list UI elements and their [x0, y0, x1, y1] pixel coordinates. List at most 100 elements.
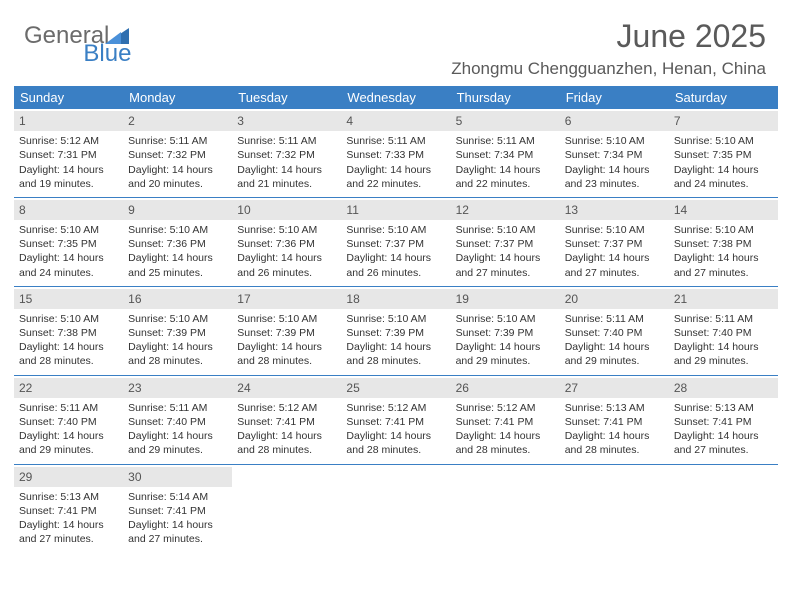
sunrise-line: Sunrise: 5:10 AM: [565, 134, 664, 148]
sunset-line: Sunset: 7:40 PM: [19, 415, 118, 429]
daylight-line: Daylight: 14 hours and 20 minutes.: [128, 163, 227, 191]
sunrise-line: Sunrise: 5:10 AM: [456, 312, 555, 326]
day-number: 21: [669, 289, 778, 309]
calendar-cell: 16Sunrise: 5:10 AMSunset: 7:39 PMDayligh…: [123, 287, 232, 375]
sunrise-line: Sunrise: 5:11 AM: [237, 134, 336, 148]
calendar-cell: 17Sunrise: 5:10 AMSunset: 7:39 PMDayligh…: [232, 287, 341, 375]
daylight-line: Daylight: 14 hours and 27 minutes.: [674, 251, 773, 279]
day-header: Tuesday: [232, 86, 341, 109]
sunset-line: Sunset: 7:37 PM: [565, 237, 664, 251]
calendar-cell: 13Sunrise: 5:10 AMSunset: 7:37 PMDayligh…: [560, 198, 669, 286]
sunrise-line: Sunrise: 5:10 AM: [674, 223, 773, 237]
sunset-line: Sunset: 7:34 PM: [456, 148, 555, 162]
daylight-line: Daylight: 14 hours and 24 minutes.: [674, 163, 773, 191]
sunset-line: Sunset: 7:40 PM: [128, 415, 227, 429]
day-header: Monday: [123, 86, 232, 109]
day-number: 27: [560, 378, 669, 398]
day-number: 28: [669, 378, 778, 398]
calendar-cell: 6Sunrise: 5:10 AMSunset: 7:34 PMDaylight…: [560, 109, 669, 197]
sunrise-line: Sunrise: 5:12 AM: [237, 401, 336, 415]
calendar-cell: 14Sunrise: 5:10 AMSunset: 7:38 PMDayligh…: [669, 198, 778, 286]
sunrise-line: Sunrise: 5:14 AM: [128, 490, 227, 504]
calendar-cell: 25Sunrise: 5:12 AMSunset: 7:41 PMDayligh…: [341, 376, 450, 464]
day-header: Saturday: [669, 86, 778, 109]
calendar-cell: 29Sunrise: 5:13 AMSunset: 7:41 PMDayligh…: [14, 465, 123, 553]
sunset-line: Sunset: 7:31 PM: [19, 148, 118, 162]
sunrise-line: Sunrise: 5:10 AM: [346, 312, 445, 326]
day-number: 2: [123, 111, 232, 131]
sunset-line: Sunset: 7:39 PM: [237, 326, 336, 340]
page-title: June 2025: [451, 18, 766, 55]
daylight-line: Daylight: 14 hours and 27 minutes.: [674, 429, 773, 457]
sunset-line: Sunset: 7:34 PM: [565, 148, 664, 162]
sunrise-line: Sunrise: 5:11 AM: [674, 312, 773, 326]
calendar-cell: 10Sunrise: 5:10 AMSunset: 7:36 PMDayligh…: [232, 198, 341, 286]
day-number: [232, 467, 341, 471]
day-number: 17: [232, 289, 341, 309]
day-number: [451, 467, 560, 471]
daylight-line: Daylight: 14 hours and 29 minutes.: [456, 340, 555, 368]
sunset-line: Sunset: 7:41 PM: [237, 415, 336, 429]
calendar-cell: 26Sunrise: 5:12 AMSunset: 7:41 PMDayligh…: [451, 376, 560, 464]
sunrise-line: Sunrise: 5:10 AM: [128, 223, 227, 237]
day-header: Thursday: [451, 86, 560, 109]
sunset-line: Sunset: 7:41 PM: [19, 504, 118, 518]
calendar-week: 15Sunrise: 5:10 AMSunset: 7:38 PMDayligh…: [14, 287, 778, 376]
daylight-line: Daylight: 14 hours and 27 minutes.: [456, 251, 555, 279]
day-number: 3: [232, 111, 341, 131]
day-number: 11: [341, 200, 450, 220]
sunrise-line: Sunrise: 5:10 AM: [456, 223, 555, 237]
sunrise-line: Sunrise: 5:10 AM: [19, 223, 118, 237]
calendar-cell: 7Sunrise: 5:10 AMSunset: 7:35 PMDaylight…: [669, 109, 778, 197]
day-number: 9: [123, 200, 232, 220]
sunset-line: Sunset: 7:41 PM: [565, 415, 664, 429]
day-number: 24: [232, 378, 341, 398]
location-text: Zhongmu Chengguanzhen, Henan, China: [451, 59, 766, 79]
day-number: 26: [451, 378, 560, 398]
sunset-line: Sunset: 7:36 PM: [237, 237, 336, 251]
calendar-cell: 1Sunrise: 5:12 AMSunset: 7:31 PMDaylight…: [14, 109, 123, 197]
daylight-line: Daylight: 14 hours and 21 minutes.: [237, 163, 336, 191]
daylight-line: Daylight: 14 hours and 29 minutes.: [128, 429, 227, 457]
sunrise-line: Sunrise: 5:12 AM: [346, 401, 445, 415]
day-number: 19: [451, 289, 560, 309]
sunrise-line: Sunrise: 5:12 AM: [19, 134, 118, 148]
day-number: 20: [560, 289, 669, 309]
sunset-line: Sunset: 7:37 PM: [346, 237, 445, 251]
daylight-line: Daylight: 14 hours and 28 minutes.: [565, 429, 664, 457]
calendar-cell: 5Sunrise: 5:11 AMSunset: 7:34 PMDaylight…: [451, 109, 560, 197]
calendar-grid: Sunday Monday Tuesday Wednesday Thursday…: [14, 86, 778, 552]
sunrise-line: Sunrise: 5:11 AM: [346, 134, 445, 148]
sunset-line: Sunset: 7:41 PM: [674, 415, 773, 429]
daylight-line: Daylight: 14 hours and 28 minutes.: [346, 429, 445, 457]
day-number: 6: [560, 111, 669, 131]
sunrise-line: Sunrise: 5:13 AM: [19, 490, 118, 504]
day-number: [669, 467, 778, 471]
day-number: 30: [123, 467, 232, 487]
sunset-line: Sunset: 7:41 PM: [456, 415, 555, 429]
daylight-line: Daylight: 14 hours and 27 minutes.: [19, 518, 118, 546]
daylight-line: Daylight: 14 hours and 29 minutes.: [674, 340, 773, 368]
day-header: Wednesday: [341, 86, 450, 109]
sunrise-line: Sunrise: 5:10 AM: [128, 312, 227, 326]
daylight-line: Daylight: 14 hours and 27 minutes.: [128, 518, 227, 546]
daylight-line: Daylight: 14 hours and 22 minutes.: [346, 163, 445, 191]
brand-logo: General Blue: [24, 22, 179, 50]
sunset-line: Sunset: 7:41 PM: [128, 504, 227, 518]
day-number: 10: [232, 200, 341, 220]
day-number: 25: [341, 378, 450, 398]
sunrise-line: Sunrise: 5:11 AM: [456, 134, 555, 148]
calendar-cell: 9Sunrise: 5:10 AMSunset: 7:36 PMDaylight…: [123, 198, 232, 286]
calendar-week: 8Sunrise: 5:10 AMSunset: 7:35 PMDaylight…: [14, 198, 778, 287]
page-header: June 2025 Zhongmu Chengguanzhen, Henan, …: [451, 18, 766, 79]
day-number: 12: [451, 200, 560, 220]
day-number: 22: [14, 378, 123, 398]
calendar-cell: 18Sunrise: 5:10 AMSunset: 7:39 PMDayligh…: [341, 287, 450, 375]
calendar-cell: [560, 465, 669, 553]
day-number: 18: [341, 289, 450, 309]
calendar-cell: 27Sunrise: 5:13 AMSunset: 7:41 PMDayligh…: [560, 376, 669, 464]
daylight-line: Daylight: 14 hours and 28 minutes.: [19, 340, 118, 368]
daylight-line: Daylight: 14 hours and 25 minutes.: [128, 251, 227, 279]
calendar-cell: 12Sunrise: 5:10 AMSunset: 7:37 PMDayligh…: [451, 198, 560, 286]
day-number: 7: [669, 111, 778, 131]
